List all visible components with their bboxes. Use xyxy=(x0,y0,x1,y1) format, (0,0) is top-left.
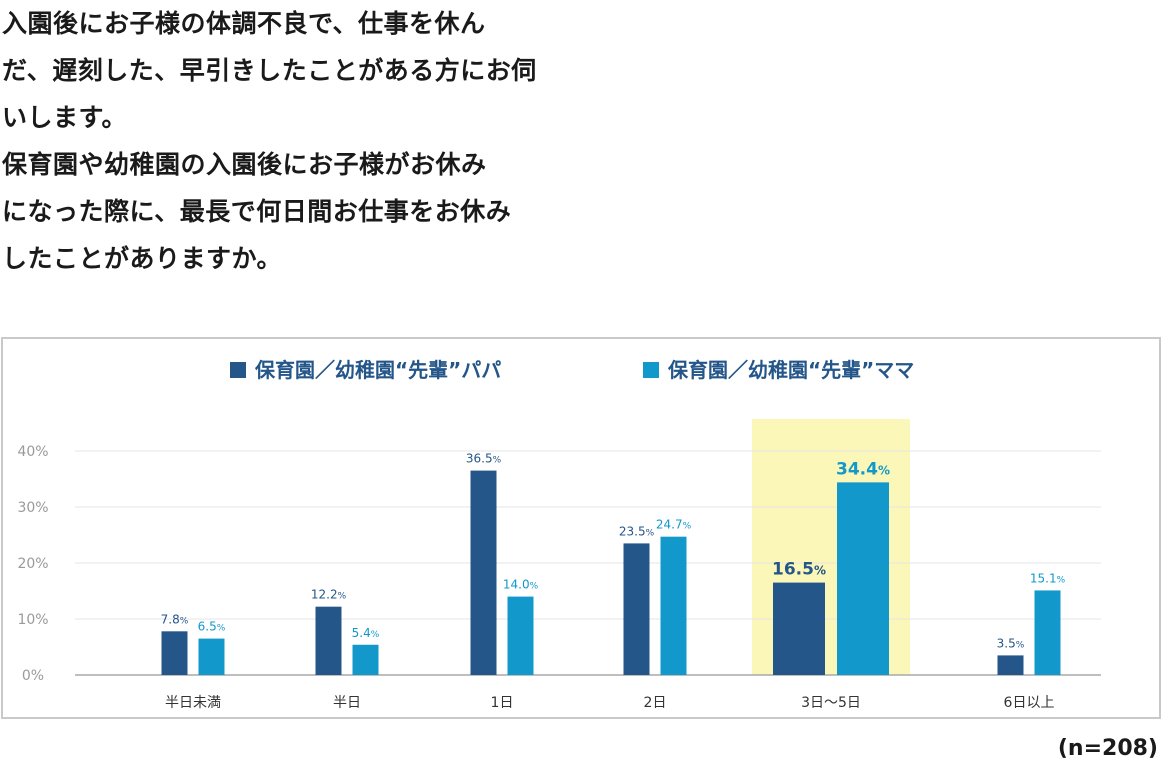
chart-panel: 0% 10% 20% 30% 40% 7.8% 6.5% 半日未満 12.2% 5.4% 半日 36.… xyxy=(1,337,1161,719)
x-tick-label: 1日 xyxy=(491,695,514,711)
value-label-papa: 16.5% xyxy=(772,560,826,580)
x-tick-label: 半日未満 xyxy=(165,695,221,711)
bar-papa xyxy=(161,631,188,675)
question-line: 入園後にお子様の体調不良で、仕事を休ん xyxy=(2,9,486,38)
question-text: 入園後にお子様の体調不良で、仕事を休ん だ、遅刻した、早引きしたことがある方にお… xyxy=(2,0,602,282)
value-label-papa: 7.8% xyxy=(161,612,189,626)
x-tick-label: 半日 xyxy=(333,695,361,711)
legend-swatch-papa xyxy=(230,362,246,378)
bar-mama xyxy=(352,644,379,675)
x-tick-label: 6日以上 xyxy=(1004,695,1055,711)
question-line: になった際に、最長で何日間お仕事をお休み xyxy=(2,197,512,226)
value-label-mama: 14.0% xyxy=(503,578,539,592)
bar-mama xyxy=(660,536,687,675)
x-tick-label: 3日～5日 xyxy=(801,695,861,711)
bar-papa xyxy=(315,606,342,675)
bar-papa xyxy=(997,655,1024,675)
question-line: したことがありますか。 xyxy=(2,244,283,273)
bar-mama xyxy=(1034,590,1061,675)
legend-label-papa: 保育園／幼稚園“先輩”パパ xyxy=(254,358,501,382)
value-label-mama: 6.5% xyxy=(198,620,226,634)
value-label-papa: 36.5% xyxy=(466,452,502,466)
question-line: 保育園や幼稚園の入園後にお子様がお休み xyxy=(2,150,487,179)
value-label-mama: 15.1% xyxy=(1030,571,1066,585)
x-tick-label: 2日 xyxy=(644,695,667,711)
y-tick-label: 10% xyxy=(17,612,48,628)
y-tick-label: 20% xyxy=(17,556,48,572)
value-label-mama: 34.4% xyxy=(836,459,890,479)
value-label-papa: 3.5% xyxy=(997,636,1025,650)
bar-papa xyxy=(623,543,650,675)
bar-chart: 0% 10% 20% 30% 40% 7.8% 6.5% 半日未満 12.2% 5.4% 半日 36.… xyxy=(17,358,1101,711)
bar-mama xyxy=(837,482,889,675)
y-tick-label: 40% xyxy=(17,444,48,460)
bar-papa xyxy=(470,470,497,675)
legend-label-mama: 保育園／幼稚園“先輩”ママ xyxy=(667,358,914,382)
value-label-papa: 23.5% xyxy=(619,524,655,538)
bar-papa xyxy=(773,582,825,675)
question-line: いします。 xyxy=(2,103,128,132)
bar-mama xyxy=(198,638,225,675)
question-line: だ、遅刻した、早引きしたことがある方にお伺 xyxy=(2,56,537,85)
legend-swatch-mama xyxy=(643,362,659,378)
value-label-mama: 24.7% xyxy=(656,518,692,532)
sample-size-label: (n=208) xyxy=(1057,736,1158,761)
bar-mama xyxy=(507,596,534,675)
y-tick-label: 30% xyxy=(17,500,48,516)
y-tick-label: 0% xyxy=(22,668,44,684)
value-label-mama: 5.4% xyxy=(352,626,380,640)
value-label-papa: 12.2% xyxy=(311,588,347,602)
